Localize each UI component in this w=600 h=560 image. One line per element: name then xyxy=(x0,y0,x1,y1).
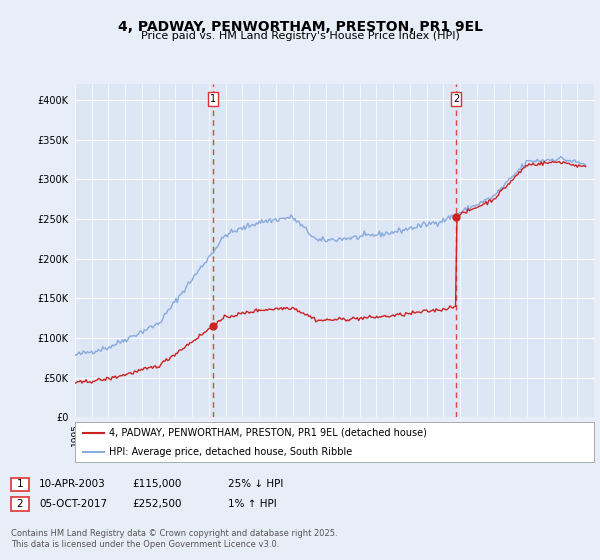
Text: Price paid vs. HM Land Registry's House Price Index (HPI): Price paid vs. HM Land Registry's House … xyxy=(140,31,460,41)
Text: 1: 1 xyxy=(211,94,217,104)
Text: 4, PADWAY, PENWORTHAM, PRESTON, PR1 9EL (detached house): 4, PADWAY, PENWORTHAM, PRESTON, PR1 9EL … xyxy=(109,428,427,438)
Text: 10-APR-2003: 10-APR-2003 xyxy=(39,479,106,489)
Text: £252,500: £252,500 xyxy=(132,499,182,509)
Text: 2: 2 xyxy=(453,94,459,104)
Text: HPI: Average price, detached house, South Ribble: HPI: Average price, detached house, Sout… xyxy=(109,447,352,457)
Text: Contains HM Land Registry data © Crown copyright and database right 2025.
This d: Contains HM Land Registry data © Crown c… xyxy=(11,529,337,549)
Text: 1% ↑ HPI: 1% ↑ HPI xyxy=(228,499,277,509)
Text: 2: 2 xyxy=(16,499,23,509)
Text: 05-OCT-2017: 05-OCT-2017 xyxy=(39,499,107,509)
Text: 25% ↓ HPI: 25% ↓ HPI xyxy=(228,479,283,489)
Text: 4, PADWAY, PENWORTHAM, PRESTON, PR1 9EL: 4, PADWAY, PENWORTHAM, PRESTON, PR1 9EL xyxy=(118,20,482,34)
Text: £115,000: £115,000 xyxy=(132,479,181,489)
Text: 1: 1 xyxy=(16,479,23,489)
